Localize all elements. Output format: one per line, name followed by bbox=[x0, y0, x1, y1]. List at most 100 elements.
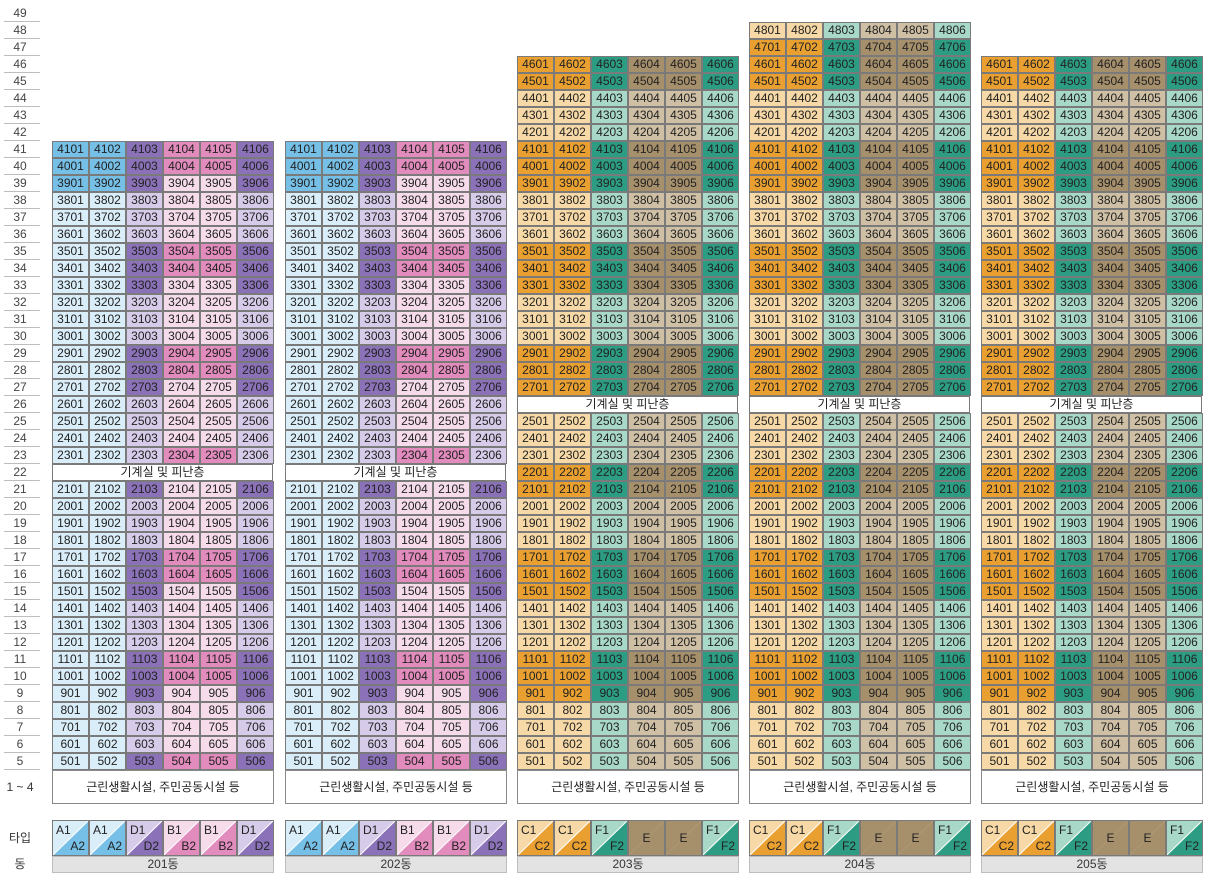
unit-cell[interactable]: 2102 bbox=[89, 481, 126, 498]
unit-cell[interactable]: 1303 bbox=[591, 617, 628, 634]
unit-cell[interactable]: 2906 bbox=[702, 345, 739, 362]
unit-cell[interactable]: 504 bbox=[163, 753, 200, 770]
unit-cell[interactable]: 1201 bbox=[52, 634, 89, 651]
unit-cell[interactable]: 701 bbox=[749, 719, 786, 736]
unit-cell[interactable]: 901 bbox=[285, 685, 322, 702]
unit-cell[interactable]: 2603 bbox=[359, 396, 396, 413]
unit-cell[interactable]: 4305 bbox=[897, 107, 934, 124]
unit-cell[interactable]: 1602 bbox=[554, 566, 591, 583]
unit-cell[interactable]: 1001 bbox=[52, 668, 89, 685]
unit-cell[interactable]: 1304 bbox=[1092, 617, 1129, 634]
unit-cell[interactable]: 704 bbox=[163, 719, 200, 736]
unit-cell[interactable]: 2103 bbox=[126, 481, 163, 498]
unit-cell[interactable]: 4501 bbox=[749, 73, 786, 90]
unit-cell[interactable]: 4406 bbox=[934, 90, 971, 107]
unit-cell[interactable]: 3504 bbox=[1092, 243, 1129, 260]
unit-cell[interactable]: 2105 bbox=[433, 481, 470, 498]
unit-cell[interactable]: 2404 bbox=[628, 430, 665, 447]
unit-cell[interactable]: 1001 bbox=[517, 668, 554, 685]
unit-cell[interactable]: 1402 bbox=[322, 600, 359, 617]
unit-cell[interactable]: 3705 bbox=[433, 209, 470, 226]
unit-cell[interactable]: 4205 bbox=[1129, 124, 1166, 141]
unit-cell[interactable]: 4201 bbox=[517, 124, 554, 141]
unit-cell[interactable]: 2202 bbox=[1018, 464, 1055, 481]
unit-cell[interactable]: 1001 bbox=[749, 668, 786, 685]
unit-cell[interactable]: 2705 bbox=[433, 379, 470, 396]
unit-cell[interactable]: 1906 bbox=[237, 515, 274, 532]
unit-cell[interactable]: 4003 bbox=[591, 158, 628, 175]
unit-cell[interactable]: 1104 bbox=[628, 651, 665, 668]
unit-cell[interactable]: 704 bbox=[628, 719, 665, 736]
unit-cell[interactable]: 2106 bbox=[237, 481, 274, 498]
unit-cell[interactable]: 905 bbox=[1129, 685, 1166, 702]
unit-cell[interactable]: 1003 bbox=[359, 668, 396, 685]
unit-cell[interactable]: 1002 bbox=[1018, 668, 1055, 685]
unit-cell[interactable]: 601 bbox=[517, 736, 554, 753]
unit-cell[interactable]: 3604 bbox=[163, 226, 200, 243]
unit-cell[interactable]: 505 bbox=[433, 753, 470, 770]
unit-cell[interactable]: 1506 bbox=[470, 583, 507, 600]
unit-cell[interactable]: 2704 bbox=[163, 379, 200, 396]
unit-cell[interactable]: 4506 bbox=[702, 73, 739, 90]
unit-cell[interactable]: 3406 bbox=[470, 260, 507, 277]
unit-cell[interactable]: 1004 bbox=[628, 668, 665, 685]
unit-cell[interactable]: 1204 bbox=[860, 634, 897, 651]
unit-cell[interactable]: 4604 bbox=[1092, 56, 1129, 73]
unit-cell[interactable]: 1202 bbox=[322, 634, 359, 651]
unit-cell[interactable]: 3001 bbox=[981, 328, 1018, 345]
unit-cell[interactable]: 3704 bbox=[860, 209, 897, 226]
unit-cell[interactable]: 1505 bbox=[200, 583, 237, 600]
unit-cell[interactable]: 1101 bbox=[517, 651, 554, 668]
unit-cell[interactable]: 1603 bbox=[591, 566, 628, 583]
unit-cell[interactable]: 2003 bbox=[823, 498, 860, 515]
unit-cell[interactable]: 3903 bbox=[126, 175, 163, 192]
unit-cell[interactable]: 3302 bbox=[89, 277, 126, 294]
unit-cell[interactable]: 805 bbox=[1129, 702, 1166, 719]
unit-cell[interactable]: 2903 bbox=[591, 345, 628, 362]
unit-cell[interactable]: 2902 bbox=[786, 345, 823, 362]
unit-cell[interactable]: 2004 bbox=[396, 498, 433, 515]
unit-cell[interactable]: 1504 bbox=[860, 583, 897, 600]
unit-cell[interactable]: 4001 bbox=[749, 158, 786, 175]
unit-cell[interactable]: 4301 bbox=[517, 107, 554, 124]
unit-cell[interactable]: 4006 bbox=[470, 158, 507, 175]
unit-cell[interactable]: 2301 bbox=[517, 447, 554, 464]
unit-cell[interactable]: 701 bbox=[285, 719, 322, 736]
unit-cell[interactable]: 2905 bbox=[665, 345, 702, 362]
unit-cell[interactable]: 1403 bbox=[126, 600, 163, 617]
unit-cell[interactable]: 4203 bbox=[823, 124, 860, 141]
unit-cell[interactable]: 2201 bbox=[517, 464, 554, 481]
unit-cell[interactable]: 1802 bbox=[1018, 532, 1055, 549]
unit-cell[interactable]: 2501 bbox=[285, 413, 322, 430]
unit-cell[interactable]: 1903 bbox=[823, 515, 860, 532]
unit-cell[interactable]: 2802 bbox=[786, 362, 823, 379]
unit-cell[interactable]: 601 bbox=[285, 736, 322, 753]
unit-cell[interactable]: 3804 bbox=[396, 192, 433, 209]
unit-cell[interactable]: 4303 bbox=[823, 107, 860, 124]
unit-cell[interactable]: 3606 bbox=[934, 226, 971, 243]
unit-cell[interactable]: 501 bbox=[52, 753, 89, 770]
unit-cell[interactable]: 2905 bbox=[433, 345, 470, 362]
unit-cell[interactable]: 906 bbox=[934, 685, 971, 702]
unit-cell[interactable]: 3606 bbox=[1166, 226, 1203, 243]
unit-cell[interactable]: 1604 bbox=[860, 566, 897, 583]
unit-cell[interactable]: 3402 bbox=[554, 260, 591, 277]
unit-cell[interactable]: 2404 bbox=[163, 430, 200, 447]
unit-cell[interactable]: 2304 bbox=[396, 447, 433, 464]
unit-cell[interactable]: 501 bbox=[517, 753, 554, 770]
unit-cell[interactable]: 1706 bbox=[470, 549, 507, 566]
unit-cell[interactable]: 3102 bbox=[89, 311, 126, 328]
unit-cell[interactable]: 4604 bbox=[628, 56, 665, 73]
unit-cell[interactable]: 3104 bbox=[860, 311, 897, 328]
unit-cell[interactable]: 2102 bbox=[322, 481, 359, 498]
unit-cell[interactable]: 2802 bbox=[322, 362, 359, 379]
unit-cell[interactable]: 3701 bbox=[749, 209, 786, 226]
unit-cell[interactable]: 3902 bbox=[322, 175, 359, 192]
unit-cell[interactable]: 1303 bbox=[359, 617, 396, 634]
unit-cell[interactable]: 4201 bbox=[749, 124, 786, 141]
unit-cell[interactable]: 2803 bbox=[823, 362, 860, 379]
unit-cell[interactable]: 4603 bbox=[1055, 56, 1092, 73]
unit-cell[interactable]: 2306 bbox=[1166, 447, 1203, 464]
unit-cell[interactable]: 1505 bbox=[665, 583, 702, 600]
unit-cell[interactable]: 1205 bbox=[1129, 634, 1166, 651]
